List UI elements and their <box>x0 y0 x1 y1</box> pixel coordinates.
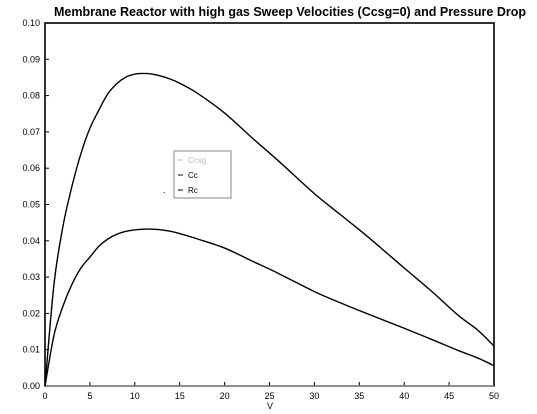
y-tick-label: 0.04 <box>22 236 40 246</box>
x-tick-label: 50 <box>489 391 499 401</box>
x-tick-label: 40 <box>399 391 409 401</box>
x-tick-label: 45 <box>444 391 454 401</box>
chart-title: Membrane Reactor with high gas Sweep Vel… <box>54 5 526 19</box>
y-tick-label: 0.07 <box>22 127 40 137</box>
legend-label-cc: Cc <box>188 171 198 180</box>
stray-dot: . <box>163 185 166 195</box>
x-tick-label: 15 <box>175 391 185 401</box>
plot-frame <box>44 22 495 387</box>
x-tick-label: 30 <box>309 391 319 401</box>
y-tick-label: 0.05 <box>22 200 40 210</box>
series-lines <box>44 72 495 387</box>
legend-label-rc: Rc <box>188 186 198 195</box>
x-tick-label: 25 <box>264 391 274 401</box>
y-tick-label: 0.01 <box>22 345 40 355</box>
x-tick-label: 20 <box>220 391 230 401</box>
x-tick-label: 0 <box>42 391 47 401</box>
y-tick-label: 0.03 <box>22 272 40 282</box>
x-tick-label: 10 <box>130 391 140 401</box>
x-axis-ticks: 0 5 10 15 20 25 30 35 40 45 50 <box>42 382 499 401</box>
series-line-rc <box>44 228 495 387</box>
legend-box <box>173 150 232 199</box>
y-tick-label: 0.02 <box>22 308 40 318</box>
legend: Ccsg Cc Rc <box>173 150 232 199</box>
y-tick-label: 0.10 <box>22 18 40 28</box>
y-tick-label: 0.09 <box>22 54 40 64</box>
x-tick-label: 35 <box>354 391 364 401</box>
y-axis-ticks: 0.00 0.01 0.02 0.03 0.04 0.05 0.06 0.07 0.08 0.09… <box>22 18 49 391</box>
y-tick-label: 0.00 <box>22 381 40 391</box>
y-tick-label: 0.06 <box>22 163 40 173</box>
x-axis-label: V <box>267 401 273 411</box>
x-tick-label: 5 <box>87 391 92 401</box>
y-tick-label: 0.08 <box>22 91 40 101</box>
series-line-cc <box>44 72 495 387</box>
legend-label-ccsg: Ccsg <box>188 156 206 165</box>
